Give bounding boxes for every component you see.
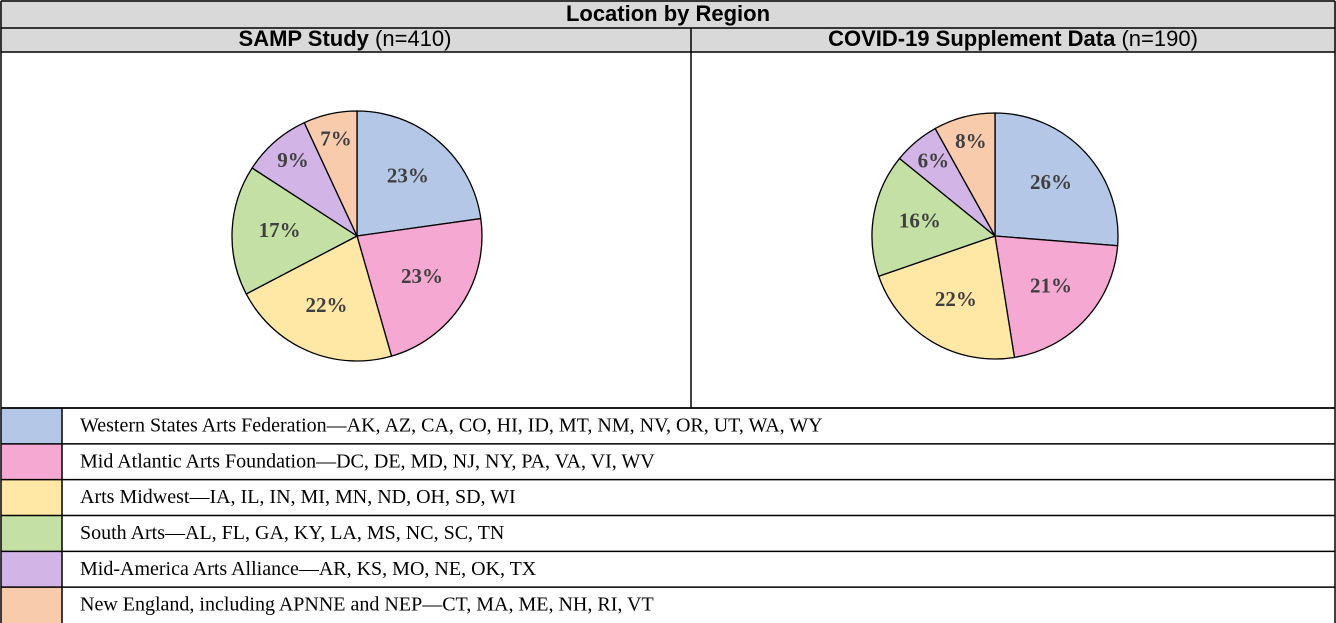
data-label: 23% [401, 264, 443, 288]
table-title: Location by Region [566, 1, 770, 26]
legend-swatch [1, 408, 62, 444]
data-label: 17% [259, 218, 301, 242]
legend-swatch [1, 443, 62, 480]
data-label: 8% [955, 129, 987, 153]
legend-swatch [1, 587, 62, 623]
data-label: 16% [899, 209, 941, 233]
header-bg [0, 0, 1336, 52]
pie-slice [877, 235, 1016, 360]
chart-subtitle: (n=410) [375, 26, 451, 51]
pie-slice [231, 167, 359, 295]
legend-label: South Arts—AL, FL, GA, KY, LA, MS, NC, S… [80, 522, 504, 544]
pie-slice [871, 157, 997, 278]
chart-subtitle: (n=190) [1121, 26, 1197, 51]
chart-title: COVID-19 Supplement Data [828, 26, 1116, 51]
legend-label: Western States Arts Federation—AK, AZ, C… [80, 415, 823, 437]
legend-label: Mid Atlantic Arts Foundation—DC, DE, MD,… [80, 450, 655, 472]
data-label: 9% [277, 148, 309, 172]
data-label: 23% [387, 163, 429, 187]
legend-swatch [1, 515, 62, 552]
data-label: 22% [935, 287, 977, 311]
legend-label: New England, including APNNE and NEP—CT,… [80, 594, 654, 616]
pie-slice [245, 235, 393, 362]
data-label: 26% [1030, 170, 1072, 194]
pie-slice [356, 110, 482, 237]
legend-label: Arts Midwest—IA, IL, IN, MI, MN, ND, OH,… [80, 486, 516, 508]
data-label: 6% [918, 148, 950, 172]
chart-title: SAMP Study [239, 26, 370, 51]
pie-slice [994, 235, 1119, 359]
pie-slice [934, 112, 996, 239]
data-label: 22% [306, 293, 348, 317]
pie-slice [356, 217, 483, 357]
column-header: COVID-19 Supplement Data (n=190) [828, 26, 1198, 51]
legend-swatch [1, 479, 62, 516]
legend-label: Mid-America Arts Alliance—AR, KS, MO, NE… [80, 558, 537, 580]
column-header: SAMP Study (n=410) [239, 26, 452, 51]
pie-slice [994, 112, 1119, 247]
legend-swatch [1, 551, 62, 588]
data-label: 7% [320, 127, 352, 151]
pie-slice [303, 110, 358, 237]
data-label: 21% [1030, 274, 1072, 298]
